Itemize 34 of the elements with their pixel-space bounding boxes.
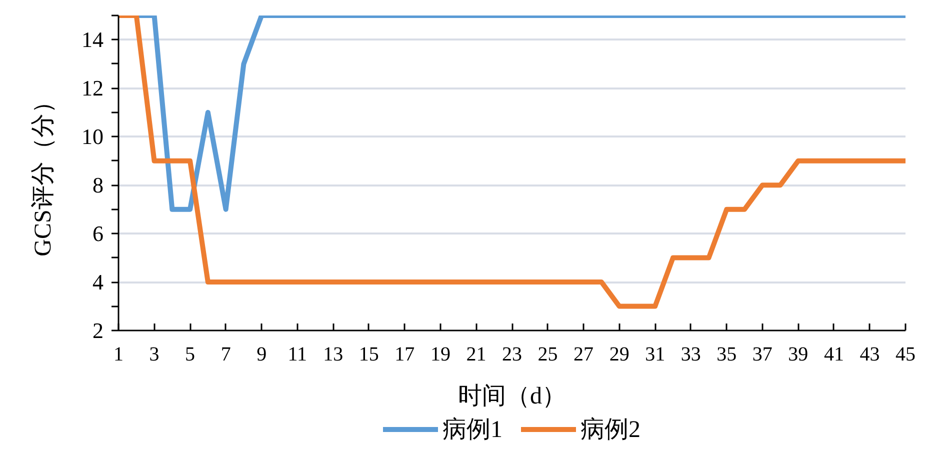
x-tick-label: 43 — [860, 344, 880, 366]
x-tick-label: 29 — [609, 344, 630, 366]
x-tick-label: 11 — [288, 344, 307, 366]
y-axis-title: GCS评分（分） — [30, 90, 56, 256]
y-tick-label: 4 — [92, 270, 104, 295]
x-tick-label: 41 — [824, 344, 844, 366]
legend-label: 病例2 — [580, 416, 640, 445]
y-tick-label: 6 — [92, 221, 104, 246]
x-tick-label: 5 — [185, 344, 196, 366]
x-axis-title: 时间（d） — [458, 384, 566, 410]
x-tick-label: 9 — [256, 344, 267, 366]
x-tick-label: 35 — [716, 344, 737, 366]
x-tick-label: 31 — [645, 344, 666, 366]
y-tick-label: 2 — [92, 318, 104, 343]
x-tick-label: 3 — [149, 344, 160, 366]
x-tick-label: 33 — [680, 344, 701, 366]
x-tick-label: 1 — [114, 344, 124, 366]
x-tick-label: 39 — [788, 344, 808, 366]
x-tick-label: 45 — [896, 344, 916, 366]
x-tick-label: 23 — [502, 344, 522, 366]
x-tick-label: 25 — [538, 344, 558, 366]
x-tick-label: 17 — [394, 344, 415, 366]
x-tick-label: 19 — [430, 344, 450, 366]
x-tick-label: 15 — [358, 344, 379, 366]
x-tick-label: 21 — [466, 344, 486, 366]
x-tick-label: 13 — [323, 344, 344, 366]
y-tick-label: 12 — [82, 76, 104, 101]
x-tick-label: 27 — [574, 344, 594, 366]
y-tick-label: 10 — [82, 124, 104, 150]
x-tick-label: 37 — [752, 344, 772, 366]
legend-label: 病例1 — [442, 416, 502, 445]
y-tick-label: 8 — [92, 172, 104, 198]
y-tick-label: 14 — [82, 27, 104, 52]
x-tick-label: 7 — [220, 344, 231, 366]
